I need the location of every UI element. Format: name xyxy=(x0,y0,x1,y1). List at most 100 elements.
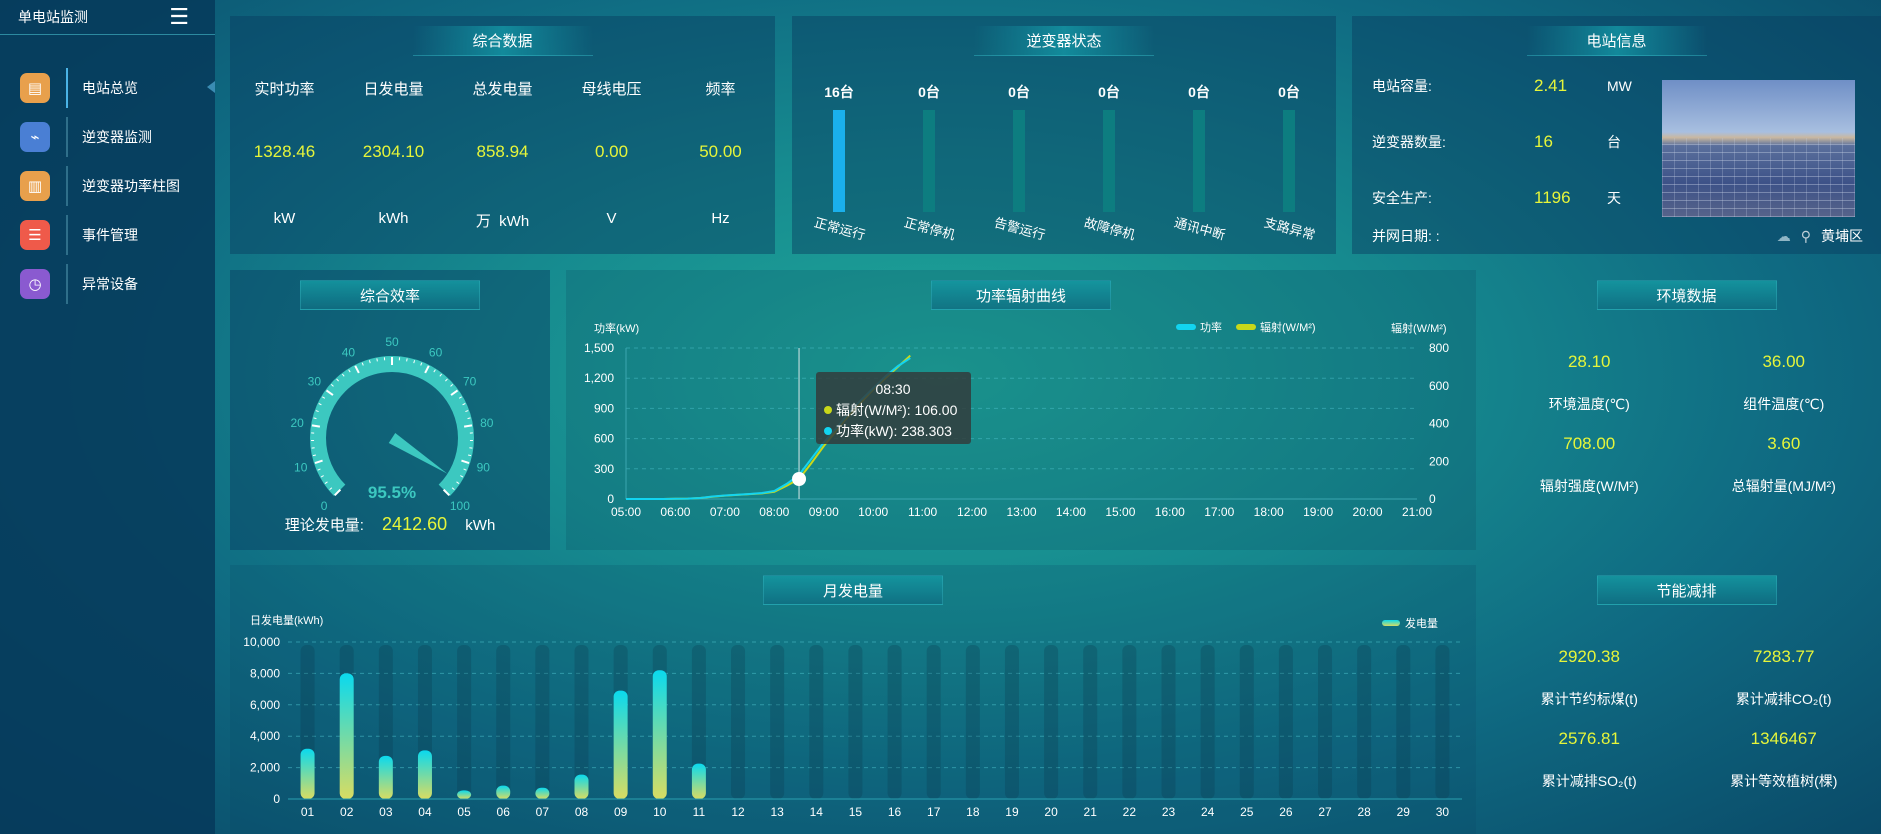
bar-background xyxy=(848,645,863,799)
x-tick-label: 15:00 xyxy=(1105,505,1135,519)
station-info-label: 安全生产: xyxy=(1372,190,1432,206)
x-tick-label: 24 xyxy=(1201,805,1215,819)
gauge-tick-label: 60 xyxy=(429,345,443,359)
monthly-generation-chart[interactable]: 0 2,000 4,000 6,000 8,000 10,000 日发电量(kWh) 01 02… xyxy=(230,565,1476,834)
hover-point xyxy=(792,472,807,487)
bar-background xyxy=(1044,645,1059,799)
x-tick-label: 16:00 xyxy=(1155,505,1185,519)
inverter-status-label: 故障停机 xyxy=(1082,214,1137,243)
efficiency-panel: 综合效率 0 10 20 30 40 50 60 70 80 90 100 95.5% 理论发电量: … xyxy=(230,270,550,550)
gauge-tick xyxy=(348,369,351,373)
y-tick-label: 0 xyxy=(607,492,614,506)
sidebar-item-label: 电站总览 xyxy=(82,79,138,96)
inverter-status-bar xyxy=(1193,110,1205,212)
x-tick-label: 28 xyxy=(1357,805,1371,819)
summary-unit: kWh xyxy=(378,210,409,227)
sidebar-item-2[interactable]: ▥ 逆变器功率柱图 xyxy=(0,161,215,210)
x-tick-label: 19 xyxy=(1005,805,1019,819)
gauge-tick-label: 30 xyxy=(308,375,322,389)
gauge-tick xyxy=(341,373,345,377)
gauge-value: 95.5% xyxy=(368,483,416,502)
tooltip-time: 08:30 xyxy=(875,381,910,397)
gauge-pointer xyxy=(388,432,448,474)
gauge-tick xyxy=(451,487,455,491)
location-label[interactable]: 黄埔区 xyxy=(1821,228,1863,244)
bar xyxy=(613,690,628,799)
x-tick-label: 11:00 xyxy=(908,505,937,519)
bar-background xyxy=(926,645,941,799)
x-tick-label: 08 xyxy=(575,805,589,819)
bar-background xyxy=(1122,645,1137,799)
saving-label: 累计减排CO₂(t) xyxy=(1735,691,1832,707)
gauge-tick xyxy=(354,365,360,374)
bar-background xyxy=(1200,645,1215,799)
x-tick-label: 22 xyxy=(1123,805,1137,819)
station-info-unit: 天 xyxy=(1607,190,1621,206)
station-info-row: 电站容量: 2.41 MW xyxy=(1372,76,1632,96)
gauge-tick xyxy=(317,468,321,471)
bar-background xyxy=(1357,645,1372,799)
saving-label: 累计节约标煤(t) xyxy=(1540,691,1638,707)
sidebar-menu: ▤ 电站总览 ⌁ 逆变器监测 ▥ 逆变器功率柱图 ☰ 事件管理 ◷ 异常设备 xyxy=(0,63,215,308)
environment-panel: 环境数据 28.10 环境温度(℃) 36.00 组件温度(℃) 708.00 辐射强度(… xyxy=(1492,270,1881,550)
bar-chart-icon: ▥ xyxy=(20,170,50,201)
gauge-tick xyxy=(312,454,316,457)
sidebar-item-label: 逆变器功率柱图 xyxy=(82,177,180,194)
y-tick-label: 300 xyxy=(594,462,614,476)
sidebar-item-3[interactable]: ☰ 事件管理 xyxy=(0,210,215,259)
x-tick-label: 20:00 xyxy=(1353,505,1383,519)
x-tick-label: 27 xyxy=(1318,805,1332,819)
bar xyxy=(652,670,667,799)
inverter-count: 0台 xyxy=(1278,84,1300,100)
x-tick-label: 05 xyxy=(457,805,471,819)
x-tick-label: 10 xyxy=(653,805,667,819)
power-radiation-chart[interactable]: 0 300 600 900 1,200 1,500 0 200 400 600 800 05:00 06… xyxy=(566,270,1476,550)
inverter-status-bar xyxy=(1103,110,1115,212)
environment-item: 708.00 辐射强度(W/M²) xyxy=(1492,434,1687,496)
summary-panel: 综合数据 实时功率 日发电量 总发电量 母线电压 频率 1328.46 2304.10 85… xyxy=(230,16,775,254)
saving-label: 累计等效植树(棵) xyxy=(1730,773,1838,789)
divider xyxy=(66,165,68,206)
station-info-row: 安全生产: 1196 天 xyxy=(1372,188,1621,208)
x-tick-label: 15 xyxy=(849,805,863,819)
legend-swatch xyxy=(1382,620,1400,626)
inverter-status-label: 通讯中断 xyxy=(1172,214,1227,243)
y-axis-label: 日发电量(kWh) xyxy=(250,613,323,627)
station-info-value: 1196 xyxy=(1534,188,1571,207)
hamburger-icon[interactable]: ☰ xyxy=(169,4,189,29)
gauge-tick xyxy=(433,369,436,373)
summary-label: 母线电压 xyxy=(581,81,642,98)
y-tick-label: 1,500 xyxy=(584,341,614,355)
panel-title: 功率辐射曲线 xyxy=(931,280,1111,310)
gauge-tick xyxy=(460,475,464,478)
gauge-tick xyxy=(465,410,469,413)
divider xyxy=(66,263,68,304)
bar xyxy=(339,673,354,799)
saving-item: 1346467 累计等效植树(棵) xyxy=(1687,729,1881,791)
inverter-count: 0台 xyxy=(1098,84,1120,100)
sidebar-item-1[interactable]: ⌁ 逆变器监测 xyxy=(0,112,215,161)
gauge-tick xyxy=(313,417,317,420)
gauge-tick xyxy=(420,362,423,366)
x-tick-label: 03 xyxy=(379,805,393,819)
station-info-label: 逆变器数量: xyxy=(1372,134,1446,150)
summary-unit: 万 kWh xyxy=(475,213,530,230)
x-tick-label: 01 xyxy=(301,805,315,819)
x-tick-label: 13:00 xyxy=(1006,505,1036,519)
sidebar-item-0[interactable]: ▤ 电站总览 xyxy=(0,63,215,112)
x-tick-label: 14 xyxy=(810,805,824,819)
cloud-icon[interactable]: ☁ xyxy=(1776,227,1791,244)
station-info-value: 2.41 xyxy=(1534,76,1568,95)
bar-background xyxy=(1004,645,1019,799)
y-tick-label: 10,000 xyxy=(243,635,280,649)
summary-unit: V xyxy=(606,210,617,227)
y-tick-label: 0 xyxy=(273,792,280,806)
sidebar-item-4[interactable]: ◷ 异常设备 xyxy=(0,259,215,308)
gauge-tick xyxy=(325,389,334,396)
map-pin-icon: ⚲ xyxy=(1800,227,1811,244)
legend-label: 辐射(W/M²) xyxy=(1260,320,1316,334)
bar xyxy=(300,748,315,799)
gauge-tick xyxy=(320,475,324,478)
x-tick-label: 18:00 xyxy=(1254,505,1284,519)
gauge-tick xyxy=(376,358,378,362)
